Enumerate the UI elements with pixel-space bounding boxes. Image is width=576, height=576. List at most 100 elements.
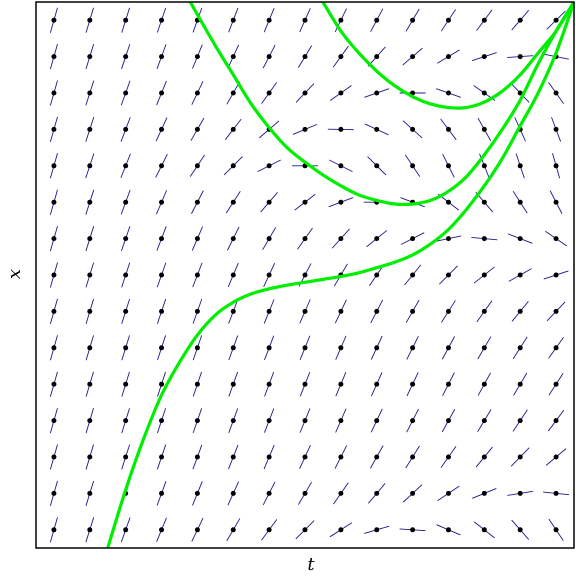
field-point [481,163,487,169]
field-point [445,199,451,205]
field-point [410,381,416,387]
field-point [302,490,308,496]
field-point [302,272,308,278]
field-point [123,236,129,242]
field-point [302,236,308,242]
field-point [51,454,57,460]
field-point [553,454,559,460]
field-point [374,527,380,533]
field-point [374,90,380,96]
field-point [123,90,129,96]
field-point [87,126,93,132]
field-point [194,236,200,242]
field-point [230,454,236,460]
field-point [553,126,559,132]
field-point [338,199,344,205]
field-point [230,199,236,205]
field-point [374,345,380,351]
field-point [159,17,165,23]
field-point [51,490,57,496]
field-point [302,54,308,60]
field-point [266,454,272,460]
field-point [410,345,416,351]
field-point [302,454,308,460]
field-point [481,272,487,278]
field-point [87,345,93,351]
field-point [445,527,451,533]
field-point [374,236,380,242]
field-point [445,90,451,96]
field-point [338,381,344,387]
field-point [87,163,93,169]
field-point [123,345,129,351]
field-point [481,236,487,242]
field-point [266,236,272,242]
field-point [87,308,93,314]
field-point [445,54,451,60]
field-point [194,454,200,460]
field-point [230,490,236,496]
field-point [553,308,559,314]
field-point [159,308,165,314]
field-point [481,490,487,496]
field-point [230,90,236,96]
field-point [517,90,523,96]
field-point [481,54,487,60]
field-point [445,236,451,242]
field-point [230,163,236,169]
field-point [481,90,487,96]
field-point [87,490,93,496]
field-point [230,236,236,242]
field-point [266,199,272,205]
field-point [123,454,129,460]
field-point [159,527,165,533]
y-axis-label: x [4,269,25,279]
field-point [123,527,129,533]
field-point [517,54,523,60]
field-point [194,527,200,533]
field-point [481,527,487,533]
field-point [123,199,129,205]
field-point [445,418,451,424]
field-point [338,454,344,460]
field-point [338,90,344,96]
field-point [374,454,380,460]
field-point [374,418,380,424]
field-point [302,17,308,23]
field-point [230,126,236,132]
field-point [553,418,559,424]
field-point [51,418,57,424]
field-point [230,54,236,60]
field-point [51,381,57,387]
field-point [87,527,93,533]
field-point [51,54,57,60]
field-point [517,199,523,205]
field-point [159,418,165,424]
field-point [87,418,93,424]
field-point [445,126,451,132]
field-point [374,308,380,314]
field-point [51,199,57,205]
field-point [302,418,308,424]
field-point [410,236,416,242]
field-point [338,126,344,132]
field-point [517,308,523,314]
field-point [553,90,559,96]
field-point [266,272,272,278]
x-axis-label: t [307,554,315,575]
field-point [302,308,308,314]
field-point [445,163,451,169]
field-point [194,199,200,205]
field-point [517,163,523,169]
field-point [266,527,272,533]
field-point [481,454,487,460]
field-point [51,163,57,169]
field-point [338,236,344,242]
field-point [194,54,200,60]
field-point [445,490,451,496]
field-point [266,163,272,169]
field-point [302,126,308,132]
field-point [445,272,451,278]
field-point [338,54,344,60]
